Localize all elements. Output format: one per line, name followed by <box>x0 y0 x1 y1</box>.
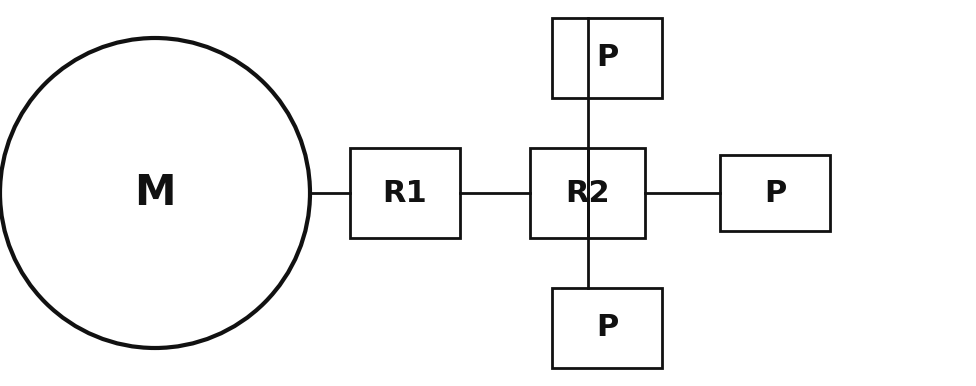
Circle shape <box>0 38 310 348</box>
Text: M: M <box>135 172 176 214</box>
Bar <box>350 148 460 238</box>
Text: P: P <box>596 44 618 73</box>
Text: P: P <box>596 313 618 342</box>
Bar <box>552 288 662 368</box>
Text: P: P <box>764 178 786 208</box>
Text: R1: R1 <box>383 178 427 208</box>
Text: R2: R2 <box>565 178 610 208</box>
Bar <box>530 148 645 238</box>
Bar <box>720 155 830 231</box>
Bar <box>552 18 662 98</box>
